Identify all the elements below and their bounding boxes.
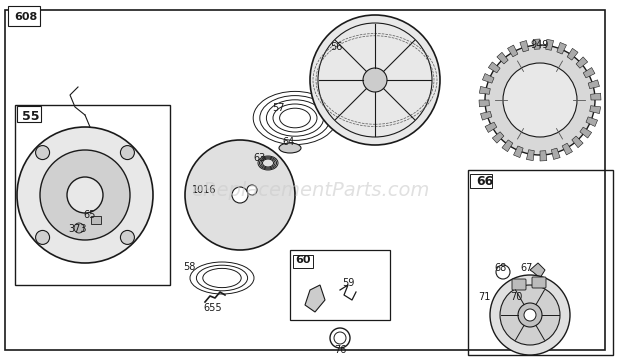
FancyBboxPatch shape <box>17 106 41 122</box>
Text: 67: 67 <box>520 263 533 273</box>
Polygon shape <box>502 140 513 152</box>
Circle shape <box>363 68 387 92</box>
Polygon shape <box>489 62 500 73</box>
Ellipse shape <box>185 140 295 250</box>
Text: 76: 76 <box>334 345 346 355</box>
Polygon shape <box>482 73 494 83</box>
FancyBboxPatch shape <box>91 216 101 224</box>
FancyBboxPatch shape <box>512 279 526 290</box>
Circle shape <box>503 63 577 137</box>
Polygon shape <box>557 42 567 54</box>
Text: 655: 655 <box>203 303 221 313</box>
FancyBboxPatch shape <box>293 255 313 268</box>
Circle shape <box>35 230 50 244</box>
Text: 59: 59 <box>342 278 355 288</box>
Circle shape <box>35 145 50 159</box>
Polygon shape <box>580 127 591 138</box>
Polygon shape <box>562 143 572 155</box>
Polygon shape <box>530 263 545 278</box>
Text: 66: 66 <box>476 175 494 188</box>
Text: 373: 373 <box>68 224 87 234</box>
Polygon shape <box>540 151 547 161</box>
Circle shape <box>40 150 130 240</box>
Circle shape <box>247 185 257 195</box>
Text: 608: 608 <box>14 12 37 22</box>
Polygon shape <box>551 148 560 159</box>
Circle shape <box>518 303 542 327</box>
FancyBboxPatch shape <box>8 6 40 26</box>
Polygon shape <box>520 41 529 52</box>
Polygon shape <box>576 57 588 68</box>
Polygon shape <box>479 100 489 107</box>
Polygon shape <box>572 136 583 148</box>
Polygon shape <box>567 48 578 60</box>
Circle shape <box>67 177 103 213</box>
Circle shape <box>500 285 560 345</box>
Circle shape <box>74 223 84 233</box>
Circle shape <box>232 187 248 203</box>
Text: 65: 65 <box>83 210 95 220</box>
Polygon shape <box>533 39 540 49</box>
Polygon shape <box>480 111 492 120</box>
Polygon shape <box>586 117 598 126</box>
Polygon shape <box>492 132 504 143</box>
Text: 56: 56 <box>330 42 342 52</box>
FancyBboxPatch shape <box>470 174 492 188</box>
Text: 1016: 1016 <box>192 185 216 195</box>
Circle shape <box>524 309 536 321</box>
FancyBboxPatch shape <box>532 277 546 288</box>
Circle shape <box>485 45 595 155</box>
Text: 55: 55 <box>22 110 40 123</box>
Text: 70: 70 <box>510 292 523 302</box>
Polygon shape <box>546 39 554 50</box>
Circle shape <box>490 275 570 355</box>
Text: eReplacementParts.com: eReplacementParts.com <box>191 180 429 199</box>
Polygon shape <box>497 52 508 64</box>
Circle shape <box>17 127 153 263</box>
Polygon shape <box>479 86 490 94</box>
Text: 64: 64 <box>282 137 294 147</box>
Text: 949: 949 <box>530 40 548 50</box>
Polygon shape <box>305 285 325 312</box>
Circle shape <box>310 15 440 145</box>
Polygon shape <box>513 146 523 158</box>
Polygon shape <box>526 150 534 161</box>
Polygon shape <box>588 80 600 89</box>
Text: 58: 58 <box>183 262 195 272</box>
Text: 57: 57 <box>272 103 285 113</box>
Text: 71: 71 <box>478 292 490 302</box>
Text: 63: 63 <box>253 153 265 163</box>
Polygon shape <box>583 68 595 78</box>
Polygon shape <box>508 45 518 57</box>
Text: 60: 60 <box>295 255 311 265</box>
Polygon shape <box>591 93 601 100</box>
Polygon shape <box>485 122 497 132</box>
Polygon shape <box>590 106 601 113</box>
Text: 68: 68 <box>494 263 507 273</box>
Ellipse shape <box>279 143 301 153</box>
Circle shape <box>120 145 135 159</box>
Circle shape <box>120 230 135 244</box>
